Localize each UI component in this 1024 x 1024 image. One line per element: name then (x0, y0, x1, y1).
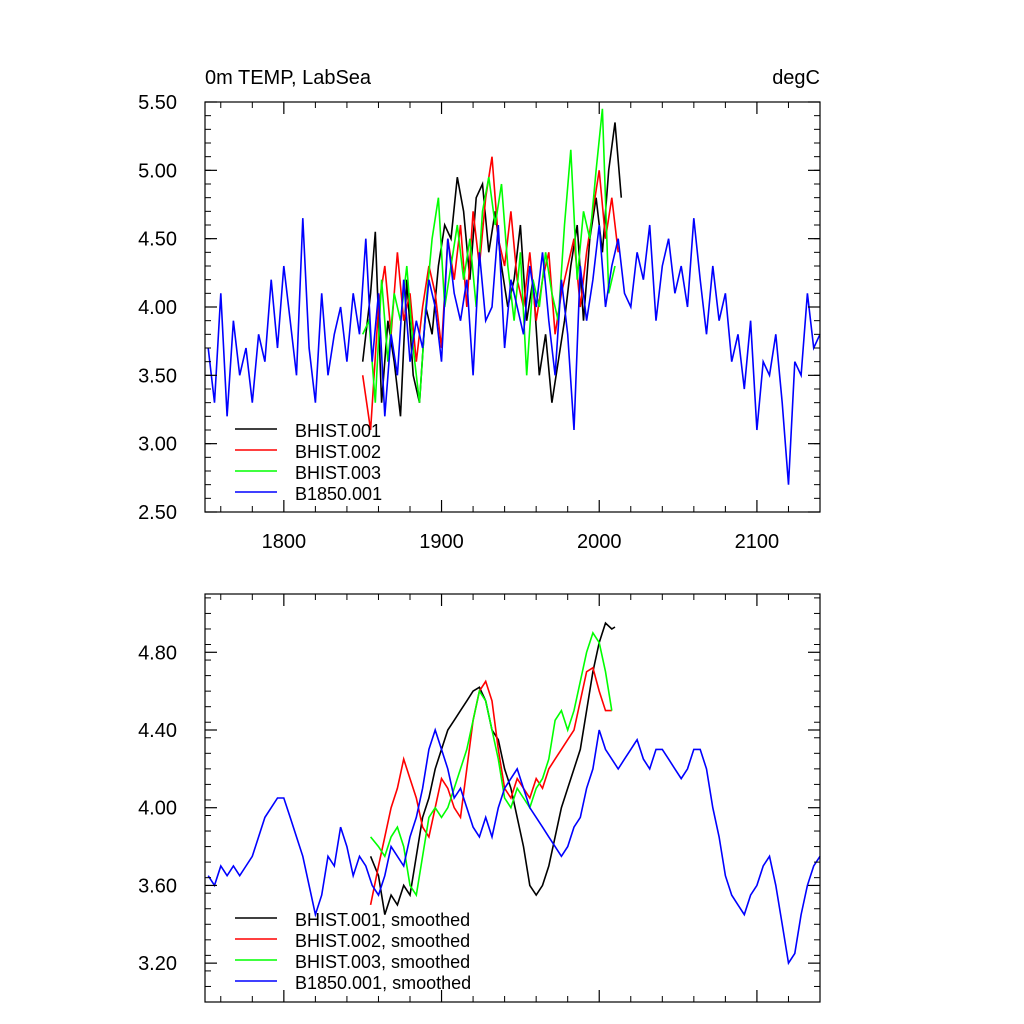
bottom-panel: 3.20 3.60 4.00 4.40 4.80 BHIST.001, smoothed… (138, 593, 821, 1003)
y-tick-label: 4.50 (138, 229, 177, 251)
y-tick-label: 2.50 (138, 502, 177, 524)
legend-label: BHIST.001, smoothed (295, 910, 470, 930)
y-tick-label: 5.50 (138, 92, 177, 114)
legend-label: BHIST.002 (295, 442, 381, 462)
y-tick-label: 4.00 (138, 297, 177, 319)
top-chart-units: degC (772, 67, 820, 89)
legend-label: BHIST.003 (295, 463, 381, 483)
y-tick-label: 4.00 (138, 798, 177, 820)
y-tick-label: 3.50 (138, 365, 177, 387)
y-tick-label: 4.80 (138, 642, 177, 664)
top-chart-title: 0m TEMP, LabSea (205, 67, 372, 89)
y-tick-label: 4.40 (138, 720, 177, 742)
series-line-b1850-001-smoothed (207, 727, 821, 966)
x-tick-label: 1800 (262, 531, 307, 553)
legend-label: B1850.001 (295, 484, 382, 504)
series-line-bhist-002-smoothed (369, 666, 612, 906)
legend-label: BHIST.003, smoothed (295, 952, 470, 972)
x-tick-label: 1900 (419, 531, 464, 553)
y-tick-label: 3.60 (138, 875, 177, 897)
y-tick-label: 3.20 (138, 953, 177, 975)
legend-label: B1850.001, smoothed (295, 973, 471, 993)
series-line-b1850-001 (207, 218, 821, 485)
top-panel: 0m TEMP, LabSea degC 1800 1900 2000 2100 2.5… (138, 67, 821, 553)
legend-label: BHIST.002, smoothed (295, 931, 470, 951)
series-line-bhist-001-smoothed (369, 621, 616, 915)
x-tick-label: 2000 (577, 531, 622, 553)
series-line-bhist-003-smoothed (369, 631, 613, 898)
y-tick-label: 5.00 (138, 160, 177, 182)
x-tick-label: 2100 (735, 531, 780, 553)
legend-label: BHIST.001 (295, 421, 381, 441)
bottom-plot-frame (204, 593, 821, 1003)
y-tick-label: 3.00 (138, 434, 177, 456)
